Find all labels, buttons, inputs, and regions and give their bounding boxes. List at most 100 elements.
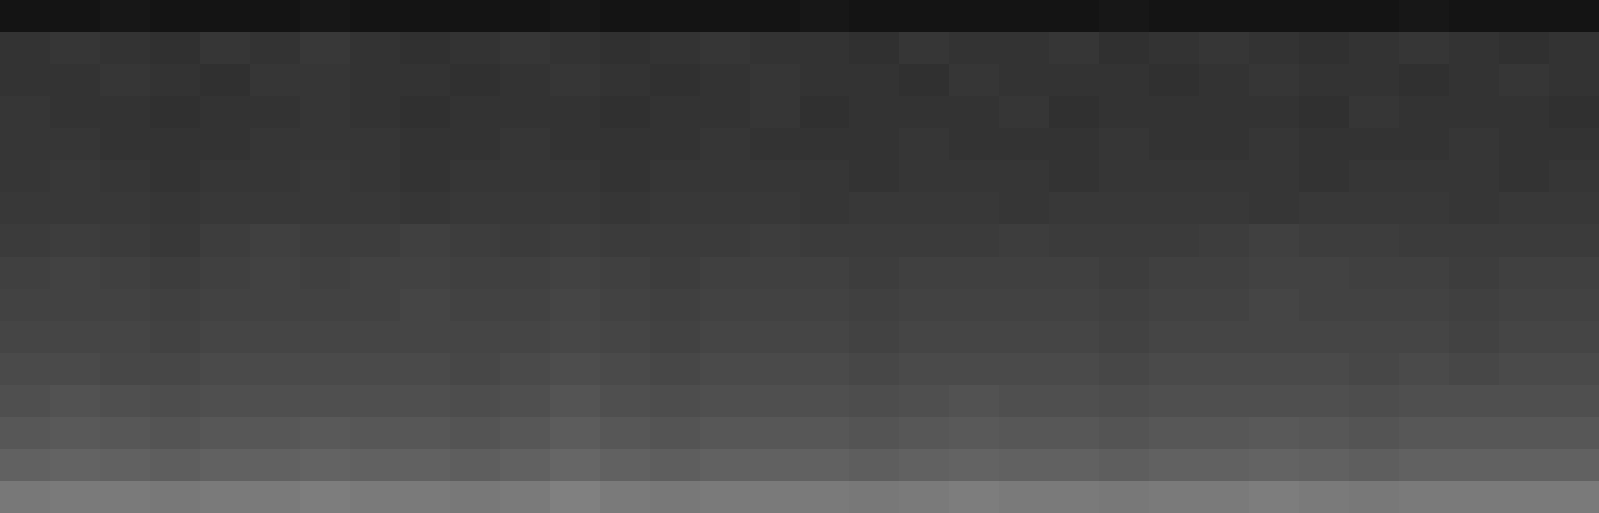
- heatmap-cell: [949, 128, 999, 160]
- heatmap-cell: [300, 128, 350, 160]
- heatmap-cell: [400, 64, 450, 96]
- heatmap-cell: [1449, 481, 1499, 513]
- heatmap-cell: [600, 192, 650, 224]
- heatmap-cell: [550, 32, 600, 64]
- heatmap-cell: [999, 224, 1049, 257]
- heatmap-cell: [1199, 192, 1249, 224]
- heatmap-cell: [899, 192, 949, 224]
- heatmap-cell: [700, 289, 750, 321]
- heatmap-cell: [1449, 192, 1499, 224]
- heatmap-cell: [150, 449, 200, 481]
- heatmap-cell: [1299, 96, 1349, 128]
- heatmap-cell: [700, 160, 750, 192]
- heatmap-cell: [800, 257, 849, 289]
- heatmap-cell: [350, 353, 400, 385]
- heatmap-cell: [750, 0, 800, 32]
- heatmap-cell: [1399, 385, 1449, 417]
- heatmap-cell: [1199, 353, 1249, 385]
- heatmap-cell: [0, 96, 50, 128]
- heatmap-cell: [400, 0, 450, 32]
- heatmap-cell: [1049, 385, 1099, 417]
- heatmap-cell: [1449, 321, 1499, 353]
- heatmap-cell: [300, 160, 350, 192]
- heatmap-cell: [550, 385, 600, 417]
- heatmap-cell: [849, 257, 899, 289]
- heatmap-cell: [500, 192, 550, 224]
- heatmap-cell: [1299, 32, 1349, 64]
- heatmap-cell: [450, 224, 500, 257]
- heatmap-cell: [999, 289, 1049, 321]
- heatmap-cell: [600, 321, 650, 353]
- heatmap-cell: [300, 192, 350, 224]
- heatmap-cell: [1549, 289, 1599, 321]
- heatmap-cell: [350, 321, 400, 353]
- heatmap-cell: [650, 128, 700, 160]
- heatmap-cell: [1149, 96, 1199, 128]
- heatmap-cell: [1549, 257, 1599, 289]
- heatmap-cell: [600, 257, 650, 289]
- heatmap-cell: [100, 224, 150, 257]
- heatmap-cell: [600, 96, 650, 128]
- heatmap-cell: [1199, 417, 1249, 449]
- heatmap-cell: [150, 289, 200, 321]
- heatmap-cell: [450, 321, 500, 353]
- heatmap-cell: [800, 224, 849, 257]
- heatmap-cell: [600, 353, 650, 385]
- heatmap-cell: [1049, 160, 1099, 192]
- heatmap-cell: [949, 160, 999, 192]
- heatmap-cell: [100, 353, 150, 385]
- heatmap-cell: [750, 128, 800, 160]
- heatmap-cell: [250, 96, 300, 128]
- heatmap-cell: [0, 192, 50, 224]
- heatmap-cell: [550, 289, 600, 321]
- heatmap-cell: [550, 353, 600, 385]
- heatmap-cell: [0, 32, 50, 64]
- heatmap-cell: [700, 192, 750, 224]
- heatmap-cell: [650, 321, 700, 353]
- heatmap-cell: [999, 0, 1049, 32]
- heatmap-cell: [200, 321, 250, 353]
- heatmap-cell: [400, 481, 450, 513]
- heatmap-cell: [450, 481, 500, 513]
- heatmap-cell: [650, 449, 700, 481]
- heatmap-cell: [1349, 321, 1399, 353]
- heatmap-cell: [949, 96, 999, 128]
- heatmap-cell: [550, 449, 600, 481]
- heatmap-cell: [700, 257, 750, 289]
- heatmap-cell: [450, 417, 500, 449]
- heatmap-cell: [600, 417, 650, 449]
- heatmap-cell: [1049, 353, 1099, 385]
- heatmap-cell: [800, 128, 849, 160]
- heatmap-cell: [400, 385, 450, 417]
- heatmap-cell: [849, 449, 899, 481]
- heatmap-cell: [50, 481, 100, 513]
- heatmap-cell: [600, 32, 650, 64]
- heatmap-cell: [50, 128, 100, 160]
- heatmap-cell: [150, 64, 200, 96]
- heatmap-cell: [1349, 289, 1399, 321]
- heatmap-cell: [450, 192, 500, 224]
- heatmap-cell: [700, 481, 750, 513]
- heatmap-cell: [849, 481, 899, 513]
- heatmap-cell: [550, 481, 600, 513]
- heatmap-cell: [1249, 64, 1299, 96]
- heatmap-cell: [999, 321, 1049, 353]
- heatmap-cell: [1049, 321, 1099, 353]
- heatmap-cell: [100, 32, 150, 64]
- heatmap-cell: [1449, 128, 1499, 160]
- heatmap-cell: [150, 0, 200, 32]
- heatmap-cell: [100, 192, 150, 224]
- heatmap-cell: [250, 289, 300, 321]
- heatmap-cell: [1499, 224, 1549, 257]
- heatmap-cell: [1149, 160, 1199, 192]
- heatmap-cell: [800, 96, 849, 128]
- heatmap-cell: [400, 32, 450, 64]
- heatmap-cell: [1349, 417, 1399, 449]
- heatmap-cell: [50, 0, 100, 32]
- heatmap-cell: [1549, 64, 1599, 96]
- heatmap-cell: [250, 417, 300, 449]
- heatmap-cell: [500, 0, 550, 32]
- heatmap-cell: [100, 417, 150, 449]
- heatmap-cell: [400, 353, 450, 385]
- heatmap-cell: [949, 192, 999, 224]
